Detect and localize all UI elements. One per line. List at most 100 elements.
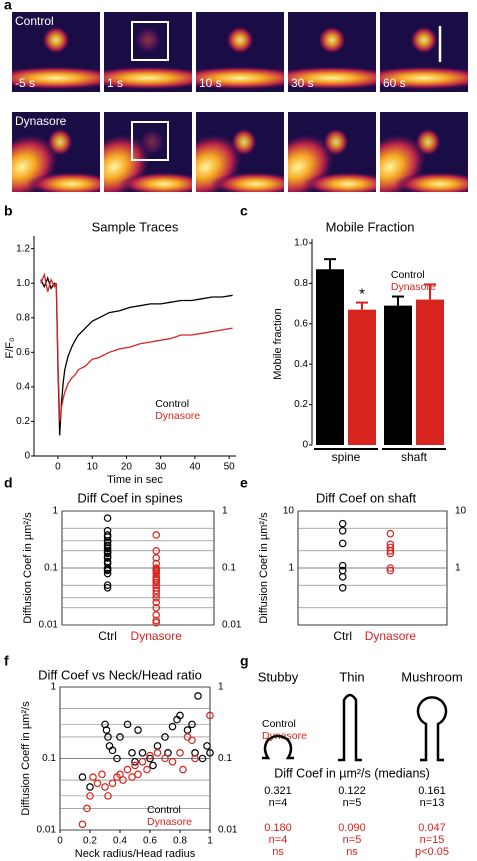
row-label: Dynasore <box>15 114 67 128</box>
bleach-roi <box>131 121 169 161</box>
point <box>176 749 184 757</box>
point <box>103 569 112 578</box>
chart-title: Mobile Fraction <box>326 219 415 234</box>
shape-label: Thin <box>339 669 364 684</box>
spine-head <box>231 128 257 156</box>
y-tick-label: 0.4 <box>16 382 30 393</box>
point <box>103 514 112 522</box>
point <box>152 581 161 589</box>
y-tick-label: 0 <box>302 440 308 451</box>
point <box>83 804 91 813</box>
y-tick-label: 0.6 <box>294 318 308 329</box>
x-tick-label: Ctrl <box>333 629 352 643</box>
point <box>146 754 154 763</box>
point <box>134 726 142 734</box>
y-tick-label: 1.2 <box>16 243 30 254</box>
point <box>338 583 347 592</box>
x-tick-label: 30 <box>155 462 167 473</box>
point <box>152 594 161 602</box>
point <box>386 549 395 558</box>
x-tick-label: Dynasore <box>365 629 417 643</box>
point <box>78 773 87 781</box>
y-tick-label-right: 1 <box>222 506 228 517</box>
point <box>152 611 161 619</box>
dynasore-cell: n=15 <box>420 834 445 846</box>
x-axis-label: Time in sec <box>107 474 163 486</box>
point <box>386 547 395 555</box>
point <box>338 539 347 548</box>
point <box>168 722 177 731</box>
point <box>161 754 169 763</box>
y-tick-label: 1.0 <box>294 238 308 249</box>
point <box>152 590 161 598</box>
micrograph <box>288 12 376 92</box>
point <box>108 746 117 755</box>
y-tick-label: 0.2 <box>294 399 308 410</box>
micrograph <box>12 112 100 192</box>
legend-entry: Dynasore <box>155 410 200 422</box>
control-cell: 0.161 <box>418 785 446 797</box>
legend-entry: Control <box>262 718 296 730</box>
dendrite <box>104 66 192 90</box>
spine-head <box>415 128 441 156</box>
point <box>338 519 347 528</box>
y-tick-label: 0.2 <box>16 416 30 427</box>
row-label: Control <box>15 14 54 28</box>
point <box>103 554 112 562</box>
point <box>89 773 97 781</box>
point <box>152 578 161 587</box>
legend-entry: Control <box>155 398 189 410</box>
x-tick-label: spine <box>332 450 361 464</box>
dynasore-cell: ns <box>346 846 358 858</box>
dendrite <box>395 172 468 192</box>
y-tick-label: 0.1 <box>42 753 56 764</box>
spine-head <box>134 26 162 54</box>
bar <box>416 299 444 445</box>
point <box>152 559 161 568</box>
point <box>386 529 395 538</box>
point <box>131 757 139 766</box>
spine-head <box>410 26 438 54</box>
micrograph <box>196 112 284 192</box>
y-tick-label: 0.8 <box>16 312 30 323</box>
y-tick-label-right: 10 <box>455 506 467 517</box>
point <box>128 773 136 781</box>
trace <box>40 272 233 422</box>
y-axis-label: Mobile fraction <box>272 308 284 380</box>
point <box>138 757 147 766</box>
point <box>86 783 94 791</box>
point <box>152 586 161 595</box>
y-tick-label: 1.0 <box>16 278 30 289</box>
panel-label: g <box>240 653 249 669</box>
point <box>93 779 102 788</box>
time-label: -5 s <box>15 76 35 90</box>
y-tick-label-right: 0.1 <box>222 563 236 574</box>
y-axis-label: Diffusion Coef in µm²/s <box>22 512 34 624</box>
control-cell: n=13 <box>420 797 445 809</box>
point <box>138 749 147 757</box>
y-tick-label: 0.1 <box>44 563 58 574</box>
point <box>152 576 161 585</box>
legend-entry: Dynasore <box>262 730 307 742</box>
point <box>153 749 162 757</box>
point <box>194 692 202 700</box>
legend-entry: Dynasore <box>147 816 192 828</box>
dynasore-cell: ns <box>272 846 284 858</box>
point <box>338 526 347 535</box>
spine-head <box>226 26 254 54</box>
point <box>103 544 112 553</box>
point <box>108 779 117 788</box>
point <box>206 711 214 720</box>
x-tick-label: Ctrl <box>98 629 117 643</box>
spine-head <box>139 128 165 156</box>
dynasore-cell: n=4 <box>269 834 288 846</box>
panel-label: e <box>240 475 248 491</box>
dendrite <box>303 172 376 192</box>
bar <box>348 309 376 445</box>
point <box>123 765 132 774</box>
shape-label: Mushroom <box>401 669 462 684</box>
time-label: 30 s <box>291 76 314 90</box>
y-tick-label: 0 <box>24 451 30 462</box>
y-tick-label: 10 <box>283 506 295 517</box>
legend-entry: Control <box>147 804 181 816</box>
